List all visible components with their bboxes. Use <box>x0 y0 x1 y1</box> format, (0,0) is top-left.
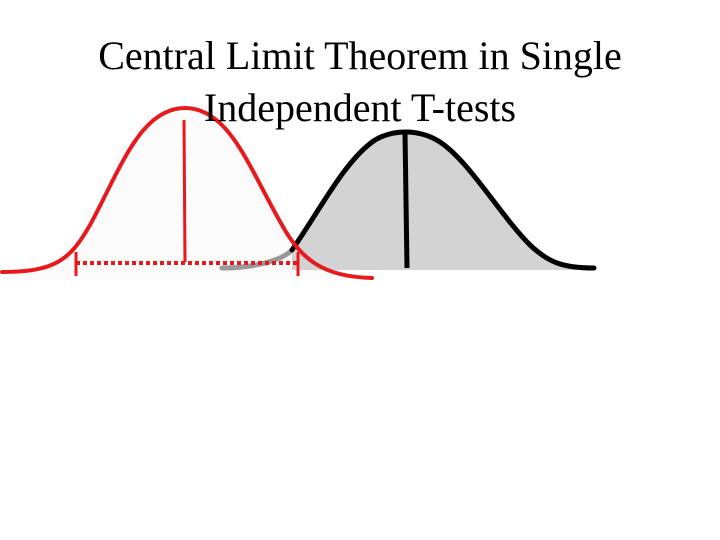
slide-title: Central Limit Theorem in Single Independ… <box>0 30 720 134</box>
slide-title-line-1: Central Limit Theorem in Single <box>98 33 622 78</box>
red-curve <box>0 105 374 280</box>
black-curve-fill <box>292 132 594 270</box>
black-curve <box>289 129 597 271</box>
black-mean-line <box>402 131 410 269</box>
slide-title-line-2: Independent T-tests <box>203 85 517 130</box>
red-curve-fill <box>2 108 372 280</box>
red-mean-line <box>182 119 187 263</box>
gray-left-tail <box>219 247 295 271</box>
